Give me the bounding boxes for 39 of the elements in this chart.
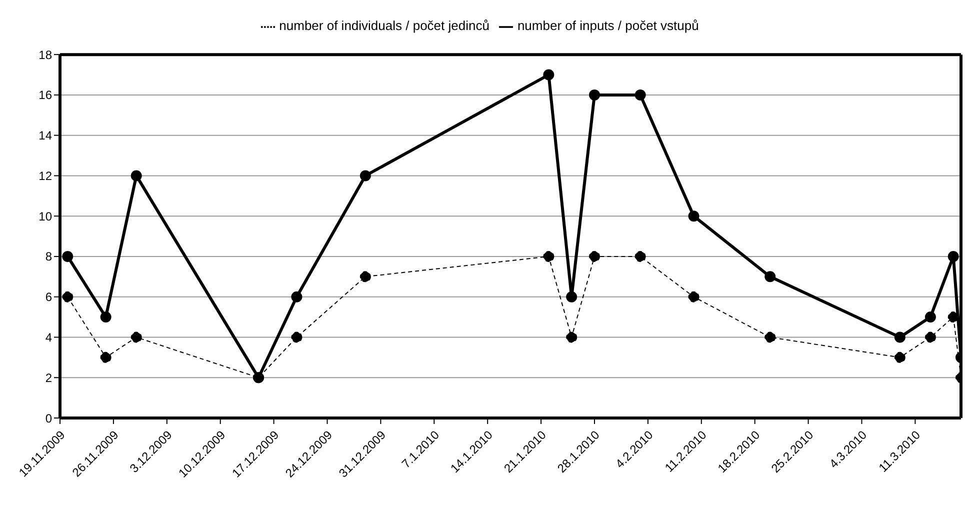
y-tick-label: 2	[45, 370, 52, 385]
point	[130, 332, 142, 343]
point	[566, 332, 578, 343]
point	[688, 291, 700, 302]
point	[924, 312, 936, 323]
point	[948, 250, 959, 262]
y-tick-label: 18	[38, 48, 52, 62]
point	[924, 332, 936, 343]
point	[634, 89, 646, 100]
point	[894, 352, 906, 363]
y-tick-label: 16	[38, 88, 52, 102]
point	[588, 89, 600, 100]
point	[543, 69, 554, 80]
point	[62, 250, 74, 262]
legend-label: number of individuals / počet jedinců	[279, 18, 490, 33]
point	[894, 332, 906, 343]
point	[764, 332, 776, 343]
y-tick-label: 12	[38, 168, 52, 183]
point	[543, 250, 554, 262]
y-tick-label: 10	[38, 209, 52, 224]
point	[764, 271, 776, 282]
point	[360, 271, 371, 282]
point	[130, 170, 142, 182]
point	[100, 352, 112, 363]
legend-label: number of inputs / počet vstupů	[517, 18, 699, 33]
point	[566, 291, 578, 302]
point	[291, 291, 302, 302]
point	[291, 332, 302, 343]
point	[688, 210, 700, 222]
point	[588, 250, 600, 262]
y-tick-label: 0	[45, 411, 52, 426]
point	[634, 250, 646, 262]
y-tick-label: 6	[45, 290, 52, 304]
y-tick-label: 4	[45, 330, 52, 344]
point	[62, 291, 74, 302]
y-tick-label: 14	[38, 128, 52, 143]
point	[360, 170, 371, 182]
point	[100, 312, 112, 323]
y-tick-label: 8	[45, 250, 52, 264]
